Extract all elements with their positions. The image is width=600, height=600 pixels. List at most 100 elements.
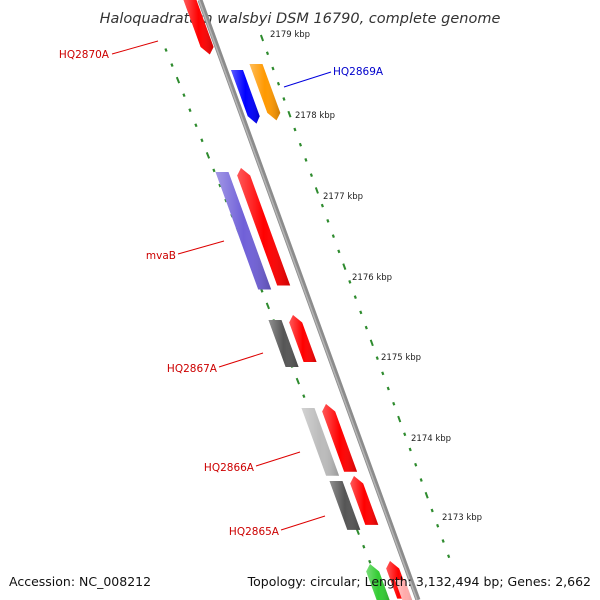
gene-labels: HQ2870A HQ2869A mvaB HQ2867A HQ2866A HQ2… — [59, 49, 384, 538]
right-guide-tick — [414, 462, 418, 467]
right-guide-tick — [287, 110, 292, 118]
left-guide-tick — [182, 93, 186, 98]
right-guide-tick — [265, 51, 270, 56]
right-guide-tick — [298, 142, 303, 147]
gene-label-hq2867a: HQ2867A — [167, 363, 218, 375]
right-guide-tick — [364, 325, 368, 330]
gene-label-hq2869a: HQ2869A — [333, 66, 384, 78]
left-guide-tick — [218, 183, 222, 188]
map-title: Haloquadratum walsbyi DSM 16790, complet… — [100, 11, 501, 27]
left-guide-tick — [295, 377, 300, 385]
right-guide-tick — [314, 187, 319, 194]
leader-hq2865a — [280, 515, 326, 531]
right-guide-tick — [441, 539, 445, 543]
right-guide-tick — [342, 263, 347, 270]
tick-label-2177: 2177 kbp — [323, 192, 363, 202]
feature-hq2870a — [183, 0, 214, 55]
gene-label-mvab: mvaB — [146, 250, 176, 262]
left-guide-tick — [362, 544, 366, 549]
feature-hq2865a-upstream-shade — [329, 481, 361, 530]
left-guide-tick — [302, 394, 306, 399]
feature-mvab-upstream — [215, 172, 272, 290]
right-guide-tick — [276, 81, 281, 86]
feature-hq2866a-shade — [322, 404, 358, 472]
tick-label-2175: 2175 kbp — [381, 353, 421, 363]
feature-hq2869a — [231, 70, 260, 124]
accession-text: Accession: NC_008212 — [9, 574, 152, 589]
tick-label-2176: 2176 kbp — [352, 273, 392, 283]
feature-mvab — [237, 168, 291, 286]
right-guide-tick — [408, 447, 412, 452]
feature-mvab-shade — [237, 168, 291, 286]
right-guide-tick — [348, 279, 352, 284]
feature-mvab-upstream-shade — [215, 172, 272, 290]
gene-label-hq2866a: HQ2866A — [204, 462, 255, 474]
tick-label-2174: 2174 kbp — [411, 434, 451, 444]
feature-bottom-green-shade — [366, 564, 390, 600]
left-guide-tick — [260, 288, 264, 293]
right-guide-tick — [353, 295, 357, 299]
right-guide-tick — [293, 127, 297, 132]
right-guide-tick — [375, 356, 379, 360]
right-guide-tick — [359, 310, 363, 315]
right-guide-tick — [369, 339, 374, 347]
left-guide-tick — [200, 138, 204, 143]
right-guide-tick — [430, 508, 434, 513]
label-leader-lines — [111, 40, 332, 531]
right-guide-tick — [447, 554, 451, 559]
feature-hq2865a-shade — [350, 476, 379, 525]
feature-hq2867a-upstream — [268, 320, 299, 367]
left-guide-tick — [368, 559, 372, 564]
gene-label-hq2870a: HQ2870A — [59, 49, 110, 61]
feature-hq2866a-upstream — [301, 408, 340, 476]
feature-hq2869a-neighbor — [249, 64, 281, 121]
leader-hq2867a — [218, 352, 264, 368]
left-guide-tick — [265, 302, 270, 310]
tick-labels: 2179 kbp 2178 kbp 2177 kbp 2176 kbp 2175… — [270, 30, 482, 523]
left-guide-tick — [194, 123, 198, 128]
right-guide-tick — [304, 158, 308, 162]
genome-backbone-highlight — [198, 0, 418, 600]
leader-mvab — [177, 240, 225, 255]
feature-hq2866a-upstream-shade — [301, 408, 340, 476]
feature-hq2867a-upstream-shade — [268, 320, 299, 367]
right-guide-tick — [381, 371, 385, 376]
feature-bottom-pink — [395, 580, 413, 600]
right-guide-tick — [419, 478, 423, 482]
left-guide-tick — [170, 63, 174, 67]
feature-hq2869a-shade — [231, 70, 260, 124]
feature-hq2870a-shade — [183, 0, 214, 55]
right-guide-tick — [386, 386, 390, 391]
tick-label-2173: 2173 kbp — [442, 513, 482, 523]
genome-summary-text: Topology: circular; Length: 3,132,494 bp… — [247, 574, 591, 589]
right-guide-tick — [271, 66, 275, 71]
right-guide-tick — [331, 234, 335, 239]
feature-hq2869a-neighbor-shade — [249, 64, 281, 121]
right-guide-tick — [392, 401, 396, 406]
feature-hq2865a-upstream — [329, 481, 361, 530]
gene-features — [183, 0, 413, 600]
left-guide-tick — [188, 108, 192, 113]
left-guide-tick — [212, 168, 216, 173]
right-guide-tick — [282, 97, 286, 101]
gene-label-hq2865a: HQ2865A — [229, 526, 280, 538]
feature-hq2867a — [289, 315, 317, 362]
leader-hq2869a — [283, 71, 332, 88]
feature-hq2866a — [322, 404, 358, 472]
tick-label-2178: 2178 kbp — [295, 111, 335, 121]
leader-hq2866a — [255, 451, 301, 467]
feature-hq2865a — [350, 476, 379, 525]
right-guide-tick — [436, 523, 440, 528]
genome-backbone — [197, 0, 421, 600]
feature-bottom-green — [366, 564, 390, 600]
left-guide-tick — [164, 48, 168, 52]
feature-hq2867a-shade — [289, 315, 317, 362]
right-guide-tick — [326, 219, 330, 223]
right-guide-tick — [320, 203, 324, 208]
right-guide-tick — [309, 173, 313, 178]
tick-label-2179: 2179 kbp — [270, 30, 310, 40]
leader-hq2870a — [111, 40, 159, 55]
right-guide-tick — [259, 34, 265, 42]
left-guide-tick — [175, 76, 181, 84]
